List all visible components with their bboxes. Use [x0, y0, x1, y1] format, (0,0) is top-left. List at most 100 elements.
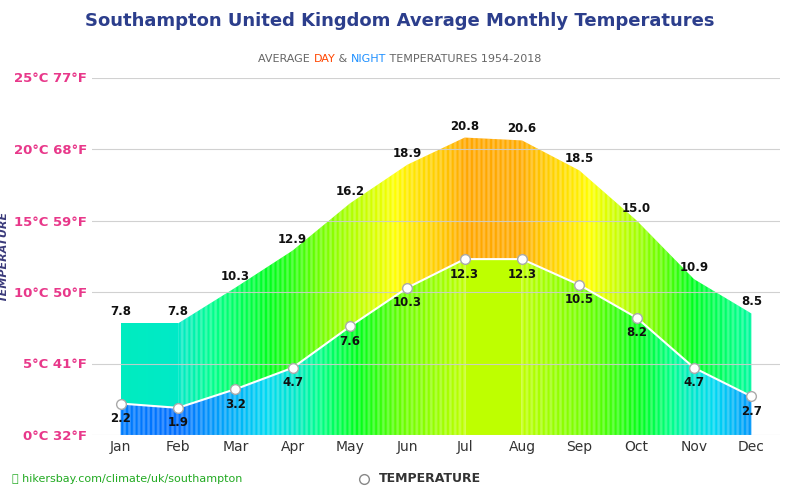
Polygon shape	[504, 259, 505, 435]
Polygon shape	[707, 374, 708, 435]
Polygon shape	[465, 259, 466, 435]
Polygon shape	[122, 324, 123, 404]
Polygon shape	[419, 158, 420, 282]
Polygon shape	[614, 304, 615, 435]
Polygon shape	[405, 288, 406, 435]
Polygon shape	[738, 306, 740, 390]
Polygon shape	[385, 302, 386, 435]
Polygon shape	[164, 407, 165, 435]
Polygon shape	[492, 139, 494, 259]
Polygon shape	[716, 292, 718, 380]
Polygon shape	[237, 388, 238, 435]
Polygon shape	[674, 350, 675, 435]
Polygon shape	[130, 404, 132, 435]
Polygon shape	[347, 205, 348, 328]
Polygon shape	[443, 148, 444, 270]
Polygon shape	[693, 278, 694, 368]
Polygon shape	[683, 358, 684, 435]
Polygon shape	[453, 264, 454, 435]
Polygon shape	[496, 139, 498, 259]
Polygon shape	[254, 382, 256, 435]
Polygon shape	[174, 408, 175, 435]
Polygon shape	[572, 282, 573, 435]
Polygon shape	[494, 139, 496, 259]
Polygon shape	[400, 169, 402, 292]
Polygon shape	[664, 248, 666, 343]
Polygon shape	[734, 303, 735, 388]
Polygon shape	[487, 138, 489, 259]
Polygon shape	[622, 310, 624, 435]
Polygon shape	[296, 246, 298, 365]
Polygon shape	[238, 285, 239, 388]
Polygon shape	[125, 324, 126, 404]
Polygon shape	[256, 274, 257, 382]
Polygon shape	[597, 186, 598, 296]
Polygon shape	[630, 214, 631, 314]
Text: 7.6: 7.6	[339, 335, 361, 348]
Polygon shape	[467, 259, 468, 435]
Polygon shape	[570, 166, 572, 281]
Polygon shape	[251, 383, 252, 435]
Polygon shape	[646, 326, 648, 435]
Polygon shape	[446, 146, 448, 268]
Polygon shape	[204, 399, 206, 435]
Polygon shape	[442, 148, 443, 270]
Polygon shape	[378, 306, 380, 435]
Polygon shape	[213, 396, 214, 435]
Polygon shape	[239, 387, 241, 435]
Polygon shape	[729, 300, 730, 386]
Polygon shape	[266, 378, 267, 435]
Polygon shape	[224, 294, 226, 393]
Polygon shape	[322, 346, 323, 435]
Polygon shape	[356, 198, 357, 322]
Text: 4.7: 4.7	[282, 376, 303, 390]
Polygon shape	[300, 244, 302, 362]
Polygon shape	[228, 391, 230, 435]
Polygon shape	[546, 270, 548, 435]
Polygon shape	[609, 302, 610, 435]
Polygon shape	[590, 180, 591, 292]
Polygon shape	[333, 338, 334, 435]
Polygon shape	[474, 259, 476, 435]
Polygon shape	[398, 292, 400, 435]
Polygon shape	[390, 298, 391, 435]
Polygon shape	[348, 326, 350, 435]
Polygon shape	[576, 283, 577, 435]
Polygon shape	[152, 324, 154, 406]
Polygon shape	[554, 158, 555, 274]
Polygon shape	[274, 262, 275, 375]
Polygon shape	[359, 319, 361, 435]
Polygon shape	[598, 187, 600, 296]
Polygon shape	[180, 322, 182, 407]
Text: 2.2: 2.2	[110, 412, 131, 425]
Polygon shape	[563, 162, 564, 278]
Polygon shape	[213, 301, 214, 396]
Polygon shape	[730, 386, 731, 435]
Polygon shape	[457, 262, 458, 435]
Polygon shape	[587, 177, 588, 290]
Polygon shape	[537, 266, 538, 435]
Polygon shape	[529, 262, 530, 435]
Polygon shape	[529, 144, 530, 263]
Polygon shape	[422, 280, 424, 435]
Polygon shape	[354, 200, 356, 324]
Polygon shape	[597, 295, 598, 435]
Polygon shape	[214, 396, 215, 435]
Polygon shape	[718, 294, 720, 380]
Polygon shape	[625, 311, 626, 435]
Polygon shape	[422, 157, 424, 280]
Polygon shape	[750, 396, 751, 435]
Polygon shape	[257, 272, 258, 381]
Polygon shape	[710, 288, 711, 376]
Text: 10.3: 10.3	[393, 296, 422, 310]
Polygon shape	[158, 406, 160, 435]
Polygon shape	[143, 405, 145, 435]
Polygon shape	[374, 309, 376, 435]
Polygon shape	[744, 392, 745, 435]
Polygon shape	[725, 383, 726, 435]
Polygon shape	[618, 308, 620, 435]
Polygon shape	[468, 259, 470, 435]
Polygon shape	[633, 217, 634, 316]
Polygon shape	[558, 160, 559, 276]
Text: 18.9: 18.9	[393, 146, 422, 160]
